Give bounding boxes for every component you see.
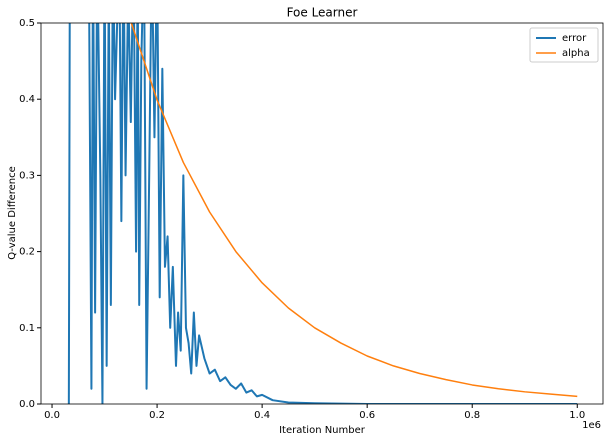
x-tick-label: 0.2: [149, 410, 165, 421]
chart-title: Foe Learner: [287, 6, 358, 20]
legend-label: alpha: [562, 48, 590, 59]
axes-frame: [40, 22, 604, 405]
plot-area: [67, 23, 578, 404]
x-tick-label: 0.4: [254, 410, 270, 421]
legend-label: error: [562, 33, 587, 44]
x-tick-label: 0.8: [464, 410, 480, 421]
x-axis-label: Iteration Number: [279, 425, 366, 436]
y-tick-label: 0.1: [19, 323, 35, 334]
y-axis-label: Q-value Difference: [7, 166, 18, 260]
y-tick-label: 0.4: [19, 94, 35, 105]
y-tick-label: 0.3: [19, 170, 35, 181]
x-offset-label: 1e6: [582, 420, 601, 431]
x-tick-label: 0.0: [44, 410, 60, 421]
y-tick-label: 0.5: [19, 18, 35, 29]
x-tick-label: 1.0: [569, 410, 585, 421]
series-line: [67, 23, 578, 404]
y-tick-label: 0.0: [19, 399, 35, 410]
y-tick-label: 0.2: [19, 247, 35, 258]
series-line: [130, 23, 578, 398]
x-tick-label: 0.6: [359, 410, 375, 421]
